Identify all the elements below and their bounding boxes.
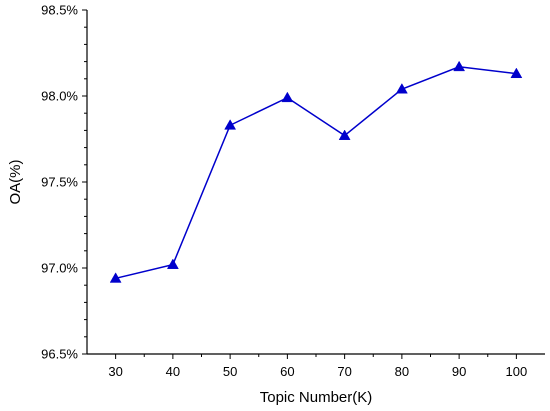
y-tick-label: 97.0%	[41, 261, 78, 276]
series-line	[115, 65, 517, 280]
y-tick-label: 97.5%	[41, 175, 78, 190]
data-point-triangle	[281, 91, 294, 103]
data-point-triangle	[109, 272, 122, 283]
x-tick-label: 100	[506, 364, 528, 379]
y-tick-label: 96.5%	[41, 347, 78, 362]
y-axis-title: OA(%)	[7, 159, 24, 204]
data-point-triangle	[395, 83, 408, 94]
data-point-triangle	[224, 119, 237, 130]
x-tick-label: 30	[108, 364, 122, 379]
x-tick-label: 70	[337, 364, 351, 379]
data-point-triangle	[166, 258, 179, 269]
x-tick-label: 50	[223, 364, 237, 379]
y-ticks-group: 96.5% 97.0% 97.5% 98.0% 98.5%	[41, 3, 87, 362]
x-ticks-group: 30 40 50 60 70 80 90 100	[108, 354, 527, 379]
x-tick-label: 40	[166, 364, 180, 379]
y-tick-label: 98.5%	[41, 3, 78, 18]
axes-group	[86, 10, 545, 355]
y-tick-label: 98.0%	[41, 89, 78, 104]
x-axis-title: Topic Number(K)	[260, 389, 373, 406]
data-point-triangle	[453, 60, 466, 72]
data-point-triangle	[510, 67, 523, 79]
x-tick-label: 60	[280, 364, 294, 379]
x-tick-label: 80	[395, 364, 409, 379]
series-group	[109, 60, 523, 283]
data-point-triangle	[338, 129, 351, 140]
x-tick-label: 90	[452, 364, 466, 379]
